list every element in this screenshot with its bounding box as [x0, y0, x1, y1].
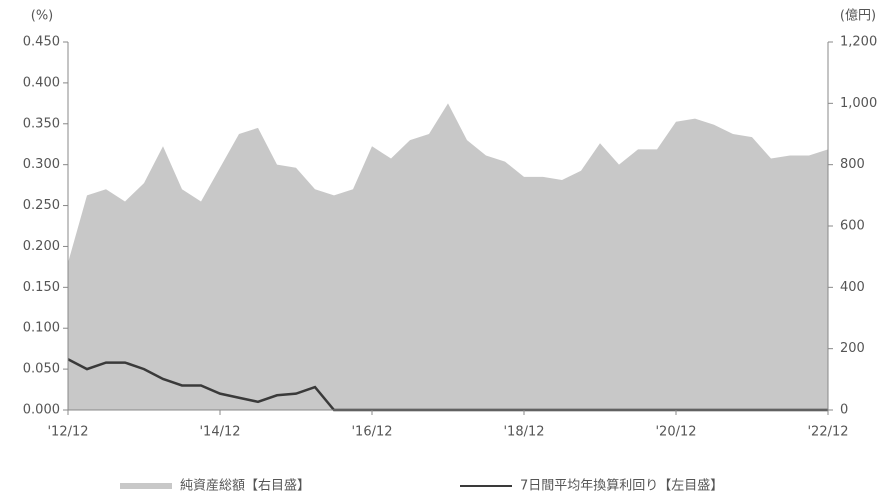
y-tick-label: 0.150 [23, 280, 60, 295]
y2-axis-title: (億円) [840, 8, 876, 24]
x-tick-label: '22/12 [807, 425, 848, 440]
x-tick-label: '18/12 [503, 425, 544, 440]
x-tick-label: '16/12 [351, 425, 392, 440]
y2-tick-label: 1,200 [840, 35, 877, 50]
y-tick-label: 0.050 [23, 362, 60, 377]
x-tick-label: '14/12 [199, 425, 240, 440]
y-tick-label: 0.350 [23, 116, 60, 131]
x-tick-label: '12/12 [47, 425, 88, 440]
y-tick-label: 0.450 [23, 35, 60, 50]
y2-tick-label: 800 [840, 157, 865, 172]
y2-tick-label: 400 [840, 280, 865, 295]
y-tick-label: 0.000 [23, 403, 60, 418]
y-tick-label: 0.100 [23, 321, 60, 336]
area [68, 103, 828, 410]
x-tick-label: '20/12 [655, 425, 696, 440]
y2-tick-label: 1,000 [840, 96, 877, 111]
y-tick-label: 0.200 [23, 239, 60, 254]
y-tick-label: 0.250 [23, 198, 60, 213]
y-axis-title: (%) [31, 9, 54, 24]
y2-tick-label: 0 [840, 403, 848, 418]
legend-label: 7日間平均年換算利回り【左目盛】 [520, 479, 723, 494]
legend-label: 純資産総額【右目盛】 [180, 478, 310, 494]
y2-tick-label: 600 [840, 219, 865, 234]
y-tick-label: 0.300 [23, 157, 60, 172]
y2-tick-label: 200 [840, 341, 865, 356]
y-tick-label: 0.400 [23, 75, 60, 90]
